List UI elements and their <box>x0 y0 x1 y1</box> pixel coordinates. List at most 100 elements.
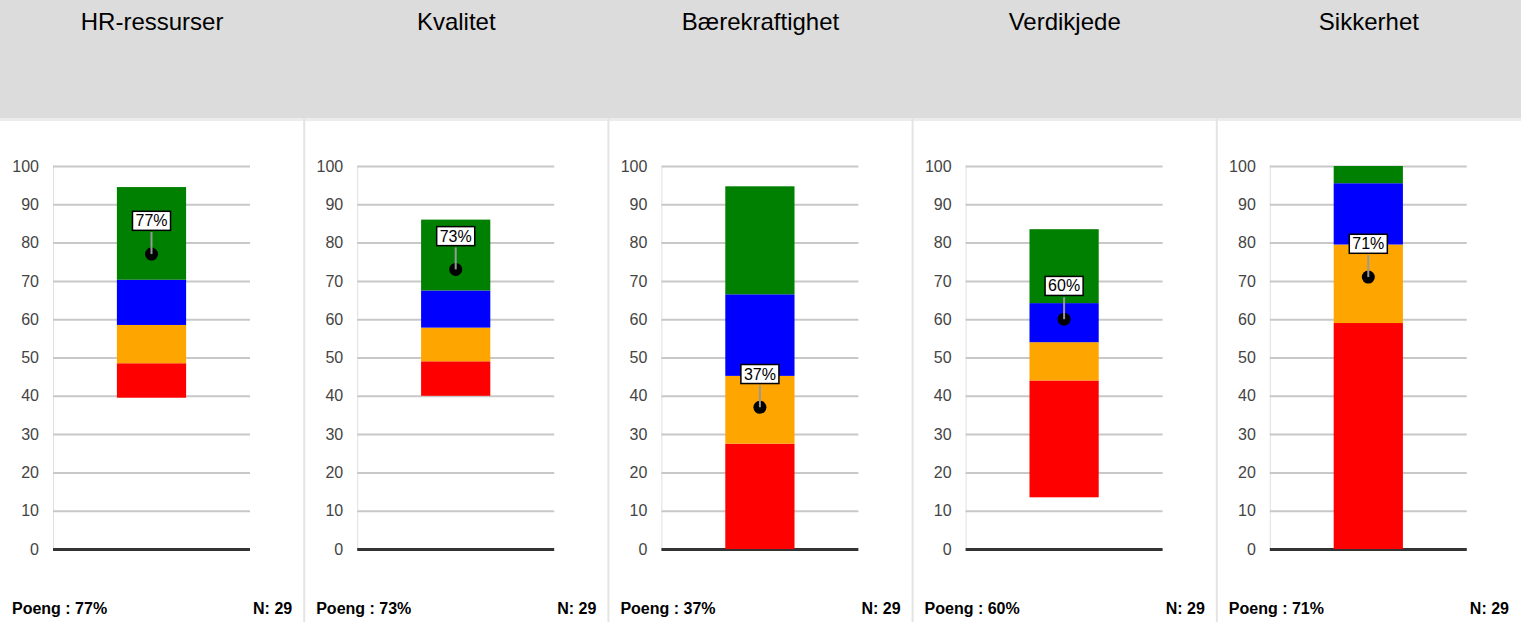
bar-segment <box>725 376 794 444</box>
tick-label: 100 <box>12 158 39 175</box>
bar-segment <box>117 363 186 397</box>
footer-text: N: 29 <box>253 600 292 617</box>
data-label: 73% <box>440 228 472 245</box>
tick: 20 <box>325 464 554 481</box>
bar-segment <box>1334 323 1403 549</box>
tick-label: 70 <box>21 273 39 290</box>
grid-line <box>357 472 554 474</box>
tick-label: 70 <box>630 273 648 290</box>
grid-line <box>357 548 554 551</box>
tick-label: 90 <box>325 196 343 213</box>
tick-label: 30 <box>21 426 39 443</box>
tick: 100 <box>12 158 250 175</box>
tick-label: 70 <box>934 273 952 290</box>
tick: 90 <box>325 196 554 213</box>
panel: Sikkerhet102030405060708090100071%Poeng … <box>1217 8 1509 622</box>
tick-label: 90 <box>934 196 952 213</box>
header-edge <box>0 118 1521 121</box>
footer-text: Poeng : 73% <box>316 600 411 617</box>
tick-label: 30 <box>325 426 343 443</box>
bar-segment <box>1029 380 1098 497</box>
tick-label: 10 <box>934 502 952 519</box>
panel: Verdikjede102030405060708090100060%Poeng… <box>913 8 1205 622</box>
panel-separator <box>1216 118 1218 622</box>
bar-segment <box>421 220 490 291</box>
labels: 73% <box>437 227 475 270</box>
plot-area <box>1029 229 1098 497</box>
panel: HR-ressurser102030405060708090100077%Poe… <box>12 8 292 617</box>
y-axis: 1020304050607080901000 <box>925 158 1163 558</box>
y-axis: 1020304050607080901000 <box>621 158 859 558</box>
tick-label: 50 <box>630 349 648 366</box>
label-leader <box>1367 255 1369 277</box>
label-leader <box>1063 297 1065 319</box>
panel-separator <box>607 118 609 622</box>
header-band <box>0 0 1521 118</box>
tick-label: 100 <box>621 158 648 175</box>
tick-label: 0 <box>1247 541 1256 558</box>
tick-label: 80 <box>325 234 343 251</box>
grid-line <box>357 510 554 512</box>
bar-segment <box>725 294 794 376</box>
tick-label: 40 <box>630 387 648 404</box>
tick-label: 50 <box>934 349 952 366</box>
tick-label: 60 <box>1238 311 1256 328</box>
data-label: 71% <box>1352 235 1384 252</box>
tick-label: 0 <box>943 541 952 558</box>
tick: 10 <box>934 502 1163 519</box>
title: Bærekraftighet <box>682 8 840 35</box>
tick-label: 50 <box>1238 349 1256 366</box>
tick-label: 60 <box>934 311 952 328</box>
tick-label: 30 <box>1238 426 1256 443</box>
tick-label: 10 <box>1238 502 1256 519</box>
grid-line <box>357 434 554 436</box>
plot-area <box>421 220 490 396</box>
grid-line <box>53 472 250 474</box>
labels: 71% <box>1349 234 1387 277</box>
tick-label: 80 <box>21 234 39 251</box>
y-axis: 1020304050607080901000 <box>316 158 554 558</box>
tick-label: 20 <box>934 464 952 481</box>
bar-segment <box>117 280 186 325</box>
bar-segment <box>725 186 794 294</box>
plot-area <box>1334 166 1403 549</box>
tick-label: 30 <box>934 426 952 443</box>
plot-area <box>117 187 186 398</box>
y-axis: 1020304050607080901000 <box>12 158 250 558</box>
grid-line <box>966 166 1163 168</box>
bar-segment <box>1029 229 1098 303</box>
title: Sikkerhet <box>1319 8 1419 35</box>
tick-label: 20 <box>21 464 39 481</box>
tick: 100 <box>621 158 859 175</box>
tick-label: 60 <box>21 311 39 328</box>
bar-segment <box>725 444 794 549</box>
title: Verdikjede <box>1009 8 1121 35</box>
tick-label: 60 <box>630 311 648 328</box>
panel-separator <box>303 118 305 622</box>
tick: 20 <box>21 464 250 481</box>
grid-line <box>53 510 250 512</box>
tick-label: 40 <box>1238 387 1256 404</box>
labels: 60% <box>1045 276 1083 319</box>
footer-text: Poeng : 60% <box>925 600 1020 617</box>
tick-label: 20 <box>630 464 648 481</box>
bar-segment <box>1029 342 1098 380</box>
tick-label: 70 <box>1238 273 1256 290</box>
grid-line <box>661 166 858 168</box>
tick-label: 20 <box>325 464 343 481</box>
tick: 30 <box>325 426 554 443</box>
grid-line <box>357 204 554 206</box>
footer-text: Poeng : 71% <box>1229 600 1324 617</box>
tick-label: 10 <box>325 502 343 519</box>
tick-label: 50 <box>21 349 39 366</box>
tick-label: 80 <box>934 234 952 251</box>
tick-label: 80 <box>1238 234 1256 251</box>
label-leader <box>455 247 457 269</box>
footer-text: Poeng : 37% <box>620 600 715 617</box>
label-box <box>741 365 779 384</box>
tick-label: 20 <box>1238 464 1256 481</box>
bar-segment <box>421 290 490 327</box>
grid-line <box>53 434 250 436</box>
tick: 10 <box>21 502 250 519</box>
data-label: 60% <box>1048 277 1080 294</box>
